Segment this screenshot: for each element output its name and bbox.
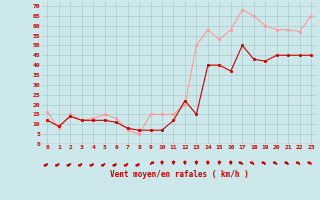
X-axis label: Vent moyen/en rafales ( km/h ): Vent moyen/en rafales ( km/h ) — [110, 170, 249, 179]
